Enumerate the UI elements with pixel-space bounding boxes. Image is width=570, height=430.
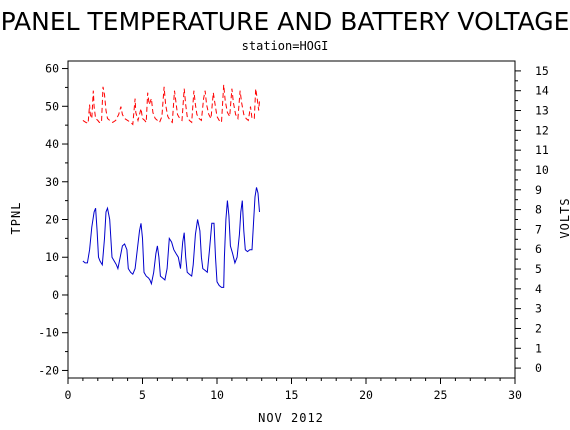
x-tick-label: 0: [65, 388, 72, 402]
plot-frame: [67, 60, 516, 379]
y-right-tick-label: 7: [535, 222, 542, 236]
series-line-volts: [82, 84, 260, 126]
y-right-tick-label: 15: [535, 64, 549, 78]
y-right-tick-label: 4: [535, 282, 542, 296]
chart-subtitle: station=HOGI: [242, 39, 329, 53]
y-right-tick-label: 1: [535, 341, 542, 355]
x-tick-label: 25: [434, 388, 448, 402]
y-right-tick-label: 12: [535, 123, 549, 137]
y-left-tick-label: -10: [38, 326, 59, 340]
x-tick-label: 30: [508, 388, 522, 402]
y-left-tick-label: 10: [45, 250, 59, 264]
series-layer: [82, 84, 260, 288]
y-right-tick-label: 8: [535, 203, 542, 217]
series-line-tpnl: [82, 187, 260, 288]
y-right-tick-label: 5: [535, 262, 542, 276]
y-right-tick-label: 6: [535, 242, 542, 256]
y-right-tick-label: 9: [535, 183, 542, 197]
y-right-tick-label: 2: [535, 321, 542, 335]
y-right-tick-label: 11: [535, 143, 549, 157]
y-left-tick-label: 20: [45, 213, 59, 227]
y-left-tick-label: -20: [38, 363, 59, 377]
y-axis-left-label: TPNL: [9, 202, 23, 235]
y-right-tick-label: 10: [535, 163, 549, 177]
y-left-tick-label: 60: [45, 62, 59, 76]
y-left-tick-label: 50: [45, 99, 59, 113]
y-left-tick-label: 30: [45, 175, 59, 189]
x-axis-label: NOV 2012: [258, 411, 324, 425]
y-right-tick-label: 0: [535, 361, 542, 375]
x-tick-label: 5: [139, 388, 146, 402]
y-axis-right-label: VOLTS: [558, 197, 570, 238]
y-left-tick-label: 0: [52, 288, 59, 302]
x-tick-label: 15: [285, 388, 299, 402]
y-right-tick-label: 13: [535, 104, 549, 118]
x-tick-label: 10: [210, 388, 224, 402]
chart-title: PANEL TEMPERATURE AND BATTERY VOLTAGE: [1, 7, 570, 36]
x-tick-label: 20: [359, 388, 373, 402]
y-right-tick-label: 14: [535, 84, 549, 98]
y-axis-left: -20 -10 0 10 20 30 40 50 60: [38, 62, 68, 377]
y-right-tick-label: 3: [535, 302, 542, 316]
y-left-tick-label: 40: [45, 137, 59, 151]
x-axis: 0 5 10 15 20 25 30: [65, 378, 522, 402]
